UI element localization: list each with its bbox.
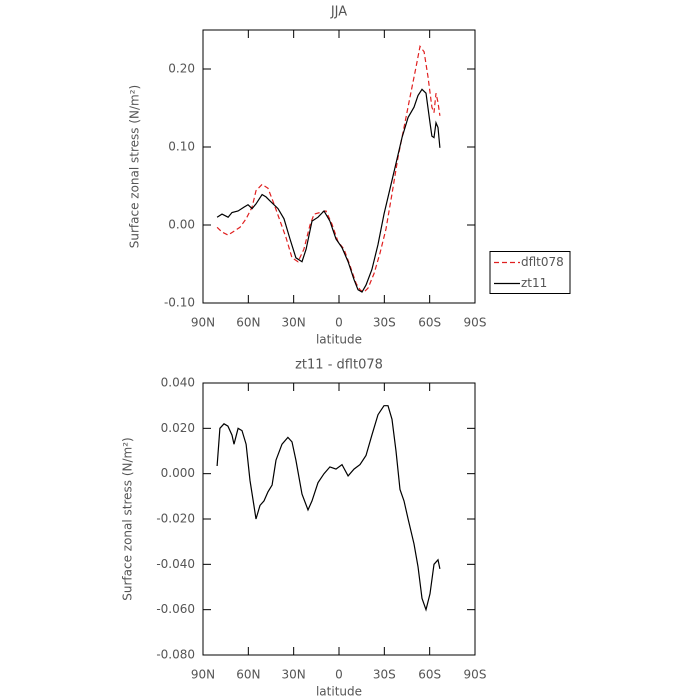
- y-axis-label: Surface zonal stress (N/m²): [128, 85, 142, 249]
- x-tick-label: 90S: [464, 668, 487, 682]
- plot-frame: [202, 29, 476, 304]
- x-tick-label: 90S: [464, 316, 487, 330]
- x-tick-label: 90N: [191, 668, 215, 682]
- x-tick-label: 60S: [418, 668, 441, 682]
- chart-title: zt11 - dflt078: [295, 358, 383, 373]
- x-tick-label: 90N: [191, 316, 215, 330]
- line-series: [216, 405, 441, 612]
- line-series: [216, 88, 441, 293]
- y-tick-label: 0.000: [161, 466, 195, 480]
- y-tick-label: 0.00: [168, 218, 195, 232]
- y-tick-label: -0.080: [156, 648, 195, 662]
- legend-box: [489, 251, 571, 294]
- y-tick-label: 0.20: [168, 62, 195, 76]
- x-tick-label: 30N: [282, 316, 306, 330]
- x-tick-label: 30S: [373, 668, 396, 682]
- x-tick-label: 60N: [236, 316, 260, 330]
- line-series: [216, 44, 441, 293]
- chart-title: JJA: [330, 5, 347, 20]
- x-tick-label: 30S: [373, 316, 396, 330]
- y-tick-label: 0.020: [161, 421, 195, 435]
- y-tick-label: 0.10: [168, 140, 195, 154]
- x-axis-label: latitude: [316, 333, 362, 347]
- legend-label: zt11: [521, 276, 547, 290]
- x-axis-label: latitude: [316, 685, 362, 699]
- y-tick-label: -0.020: [156, 512, 195, 526]
- y-tick-label: -0.060: [156, 602, 195, 616]
- x-tick-label: 60N: [236, 668, 260, 682]
- y-tick-label: 0.040: [161, 376, 195, 390]
- y-axis-label: Surface zonal stress (N/m²): [121, 437, 135, 601]
- x-tick-label: 0: [335, 668, 343, 682]
- x-tick-label: 60S: [418, 316, 441, 330]
- plot-frame: [202, 382, 476, 656]
- y-tick-label: -0.040: [156, 557, 195, 571]
- x-tick-label: 0: [335, 316, 343, 330]
- y-tick-label: -0.10: [164, 296, 195, 310]
- x-tick-label: 30N: [282, 668, 306, 682]
- legend-label: dflt078: [521, 255, 564, 269]
